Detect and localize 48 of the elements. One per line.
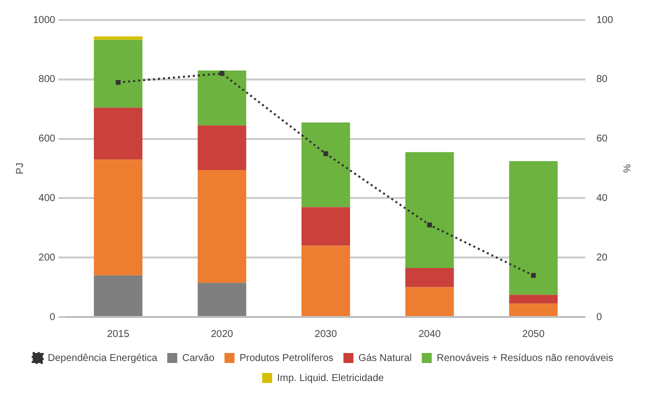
bar [405,152,454,268]
bar [302,246,350,316]
y-tick-label: 600 [38,134,56,145]
bar [94,275,142,316]
bar [198,170,246,283]
bar [302,122,350,208]
point [116,80,121,85]
y2-tick-label: 100 [596,14,614,26]
x-tick-label: 2020 [210,328,234,340]
bar [198,282,246,316]
y2-tick-label: 60 [596,134,608,145]
legend-label: Dependência Energética [48,352,158,364]
bar [509,294,558,304]
y2-tick-label: 40 [596,192,608,204]
y-tick-label: 800 [38,74,56,86]
bar [302,207,350,246]
y-tick-label: 0 [50,312,56,323]
x-tick-label: 2015 [107,328,130,340]
y-tick-label: 1000 [32,14,56,26]
bar [94,108,142,160]
y-axis-title: PJ [14,162,26,174]
bar [509,161,558,295]
bar [198,70,246,126]
x-tick-label: 2050 [522,328,545,340]
x-tick-label: 2030 [314,328,338,340]
y2-tick-label: 0 [596,312,602,323]
point [530,273,536,278]
bar [405,268,454,288]
point [220,71,224,76]
y-tick-label: 200 [38,252,56,264]
y2-tick-label: 80 [596,74,608,86]
bar [94,36,142,40]
legend-label: Produtos Petrolíferos [239,352,334,364]
y2-tick-label: 20 [596,252,608,264]
y2-axis-title: % [620,164,632,174]
legend-label: Renováveis + Resíduos não renováveis [436,352,614,364]
point [323,151,328,156]
legend-label: Imp. Liquid. Eletricidade [277,372,384,384]
legend-label: Carvão [182,352,215,364]
bar [198,125,246,170]
y-tick-label: 400 [38,192,56,204]
bar [405,287,454,316]
x-tick-label: 2040 [418,328,442,340]
point [427,222,432,228]
legend-label: Gás Natural [358,352,412,364]
bar [94,160,142,276]
bar [509,304,558,316]
bar [94,40,142,108]
